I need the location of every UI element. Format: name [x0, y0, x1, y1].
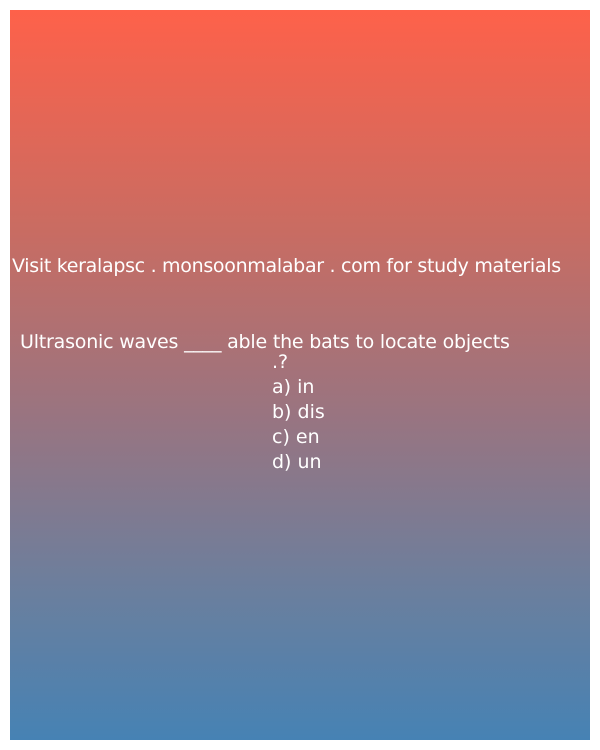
question-text: Ultrasonic waves ____ able the bats to l… [20, 331, 510, 353]
option-c[interactable]: c) en [272, 426, 320, 448]
option-d[interactable]: d) un [272, 451, 322, 473]
visit-banner-text: Visit keralapsc . monsoonmalabar . com f… [12, 255, 561, 277]
option-b[interactable]: b) dis [272, 401, 325, 423]
question-card: Visit keralapsc . monsoonmalabar . com f… [10, 10, 590, 740]
question-tail: .? [272, 351, 289, 373]
options-list: a) in b) dis c) en d) un [272, 375, 325, 475]
option-a[interactable]: a) in [272, 376, 315, 398]
